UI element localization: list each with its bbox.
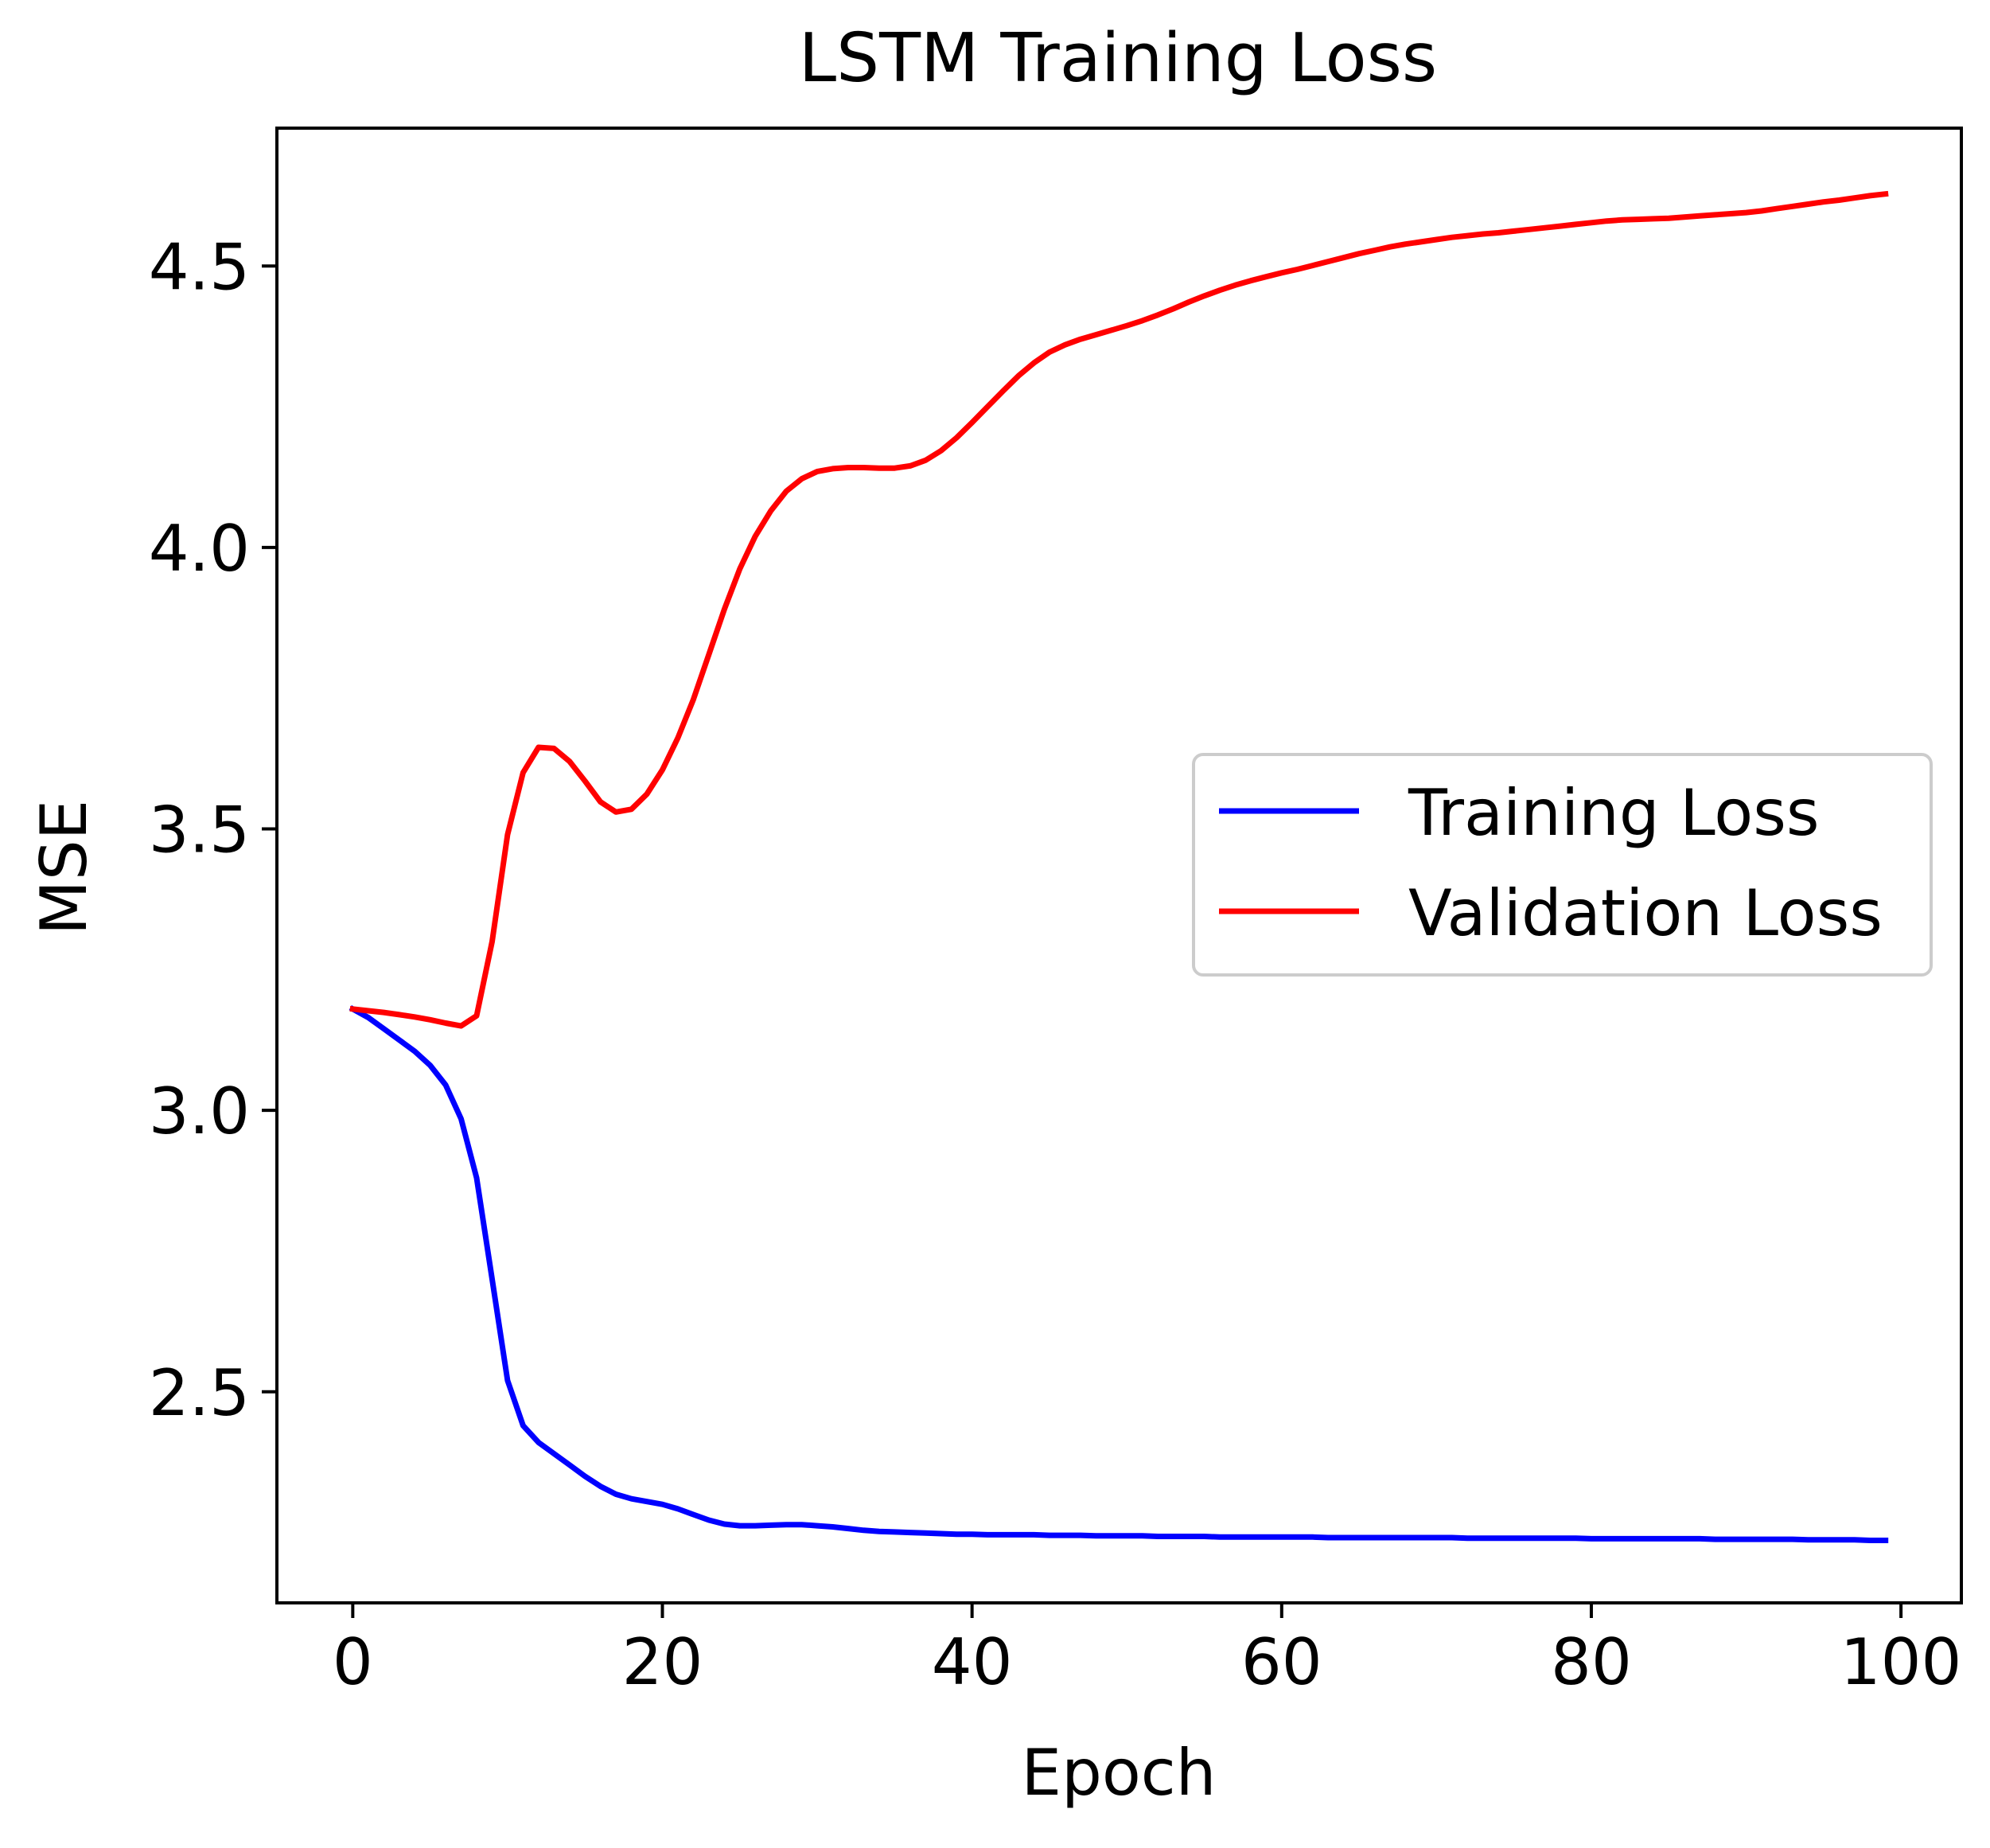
series-line-validation-loss (349, 190, 1889, 1029)
legend: Training Loss Validation Loss (1192, 753, 1933, 977)
x-tick-label: 60 (1241, 1625, 1322, 1699)
x-tick-label: 100 (1840, 1625, 1962, 1699)
x-tick-label: 20 (622, 1625, 703, 1699)
plot-frame (275, 127, 1963, 1604)
x-axis-label: Epoch (1022, 1736, 1217, 1810)
legend-label-training-loss: Training Loss (1408, 776, 1820, 850)
y-tick-label: 4.5 (149, 230, 250, 304)
x-tick-label: 40 (932, 1625, 1013, 1699)
plot-area (275, 127, 1963, 1604)
y-tick-label: 3.5 (149, 793, 250, 867)
x-axis-ticks: 0 20 40 60 80 100 (333, 1603, 1962, 1699)
x-tick-label: 80 (1551, 1625, 1632, 1699)
x-tick-label: 0 (333, 1625, 373, 1699)
y-tick-label: 3.0 (149, 1074, 250, 1148)
legend-box (1192, 753, 1933, 977)
series-line-training-loss (349, 1005, 1889, 1543)
y-axis-ticks: 2.5 3.0 3.5 4.0 4.5 (149, 230, 277, 1430)
y-tick-label: 2.5 (149, 1356, 250, 1430)
chart-title: LSTM Training Loss (799, 19, 1437, 98)
series-layer (349, 190, 1889, 1543)
y-tick-label: 4.0 (149, 512, 250, 586)
legend-label-validation-loss: Validation Loss (1408, 876, 1883, 950)
y-axis-label: MSE (27, 800, 101, 935)
